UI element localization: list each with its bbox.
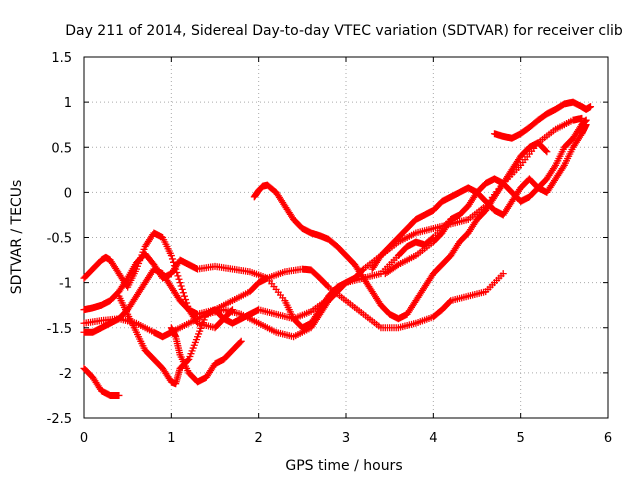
series-markers xyxy=(381,116,590,278)
y-tick-label: -2 xyxy=(59,367,72,382)
series-markers xyxy=(167,324,245,386)
y-tick-label: -1 xyxy=(59,277,72,292)
x-tick-label: 2 xyxy=(255,431,263,446)
y-tick-label: -0.5 xyxy=(47,232,72,247)
series-markers xyxy=(250,139,551,323)
y-tick-label: 1.5 xyxy=(51,51,72,66)
y-tick-label: 1 xyxy=(64,96,72,111)
x-tick-label: 5 xyxy=(517,431,525,446)
x-tick-label: 3 xyxy=(342,431,350,446)
x-tick-label: 6 xyxy=(604,431,612,446)
y-axis-label: SDTVAR / TECUs xyxy=(9,180,25,295)
axis-ticks: 0 1 2 3 4 5 6 1.5 1 0.5 0 -0.5 -1 -1.5 -2 -2.5 xyxy=(47,51,613,446)
x-tick-label: 1 xyxy=(167,431,175,446)
series-s5 xyxy=(80,114,586,341)
series-markers xyxy=(80,265,507,336)
x-axis-label: GPS time / hours xyxy=(285,458,402,474)
y-tick-label: 0 xyxy=(64,186,72,201)
series-markers xyxy=(80,114,586,341)
series-markers xyxy=(80,364,123,399)
series-s7 xyxy=(167,324,245,386)
y-tick-label: 0.5 xyxy=(51,141,72,156)
x-tick-label: 4 xyxy=(429,431,437,446)
data-series xyxy=(80,98,595,399)
series-markers xyxy=(115,292,333,388)
y-tick-label: -2.5 xyxy=(47,412,72,427)
series-s1 xyxy=(80,364,123,399)
series-s11 xyxy=(490,98,595,142)
series-markers xyxy=(490,98,595,142)
series-s10 xyxy=(381,116,590,278)
series-s4 xyxy=(80,265,507,336)
series-s8 xyxy=(250,139,551,323)
chart-title: Day 211 of 2014, Sidereal Day-to-day VTE… xyxy=(65,23,623,39)
series-s6 xyxy=(115,292,333,388)
x-tick-label: 0 xyxy=(80,431,88,446)
series-markers xyxy=(368,121,590,273)
y-tick-label: -1.5 xyxy=(47,322,72,337)
series-s9 xyxy=(368,121,590,273)
